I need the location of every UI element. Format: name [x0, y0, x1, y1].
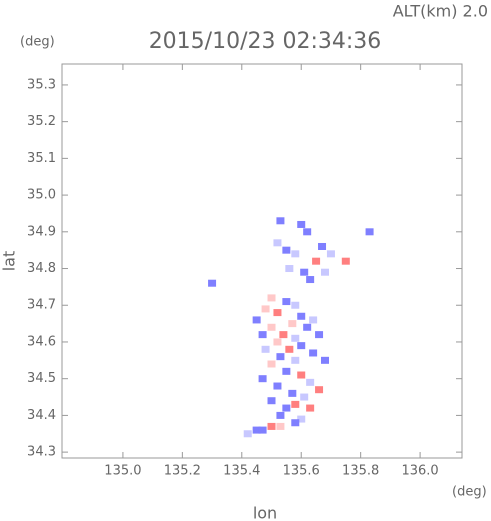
echo-cell — [291, 250, 300, 258]
y-tick-label: 34.3 — [27, 445, 56, 460]
echo-cell — [297, 415, 306, 423]
echo-cell — [321, 356, 330, 364]
echo-cell — [309, 316, 318, 324]
y-axis-label: lat — [0, 251, 19, 272]
echo-cell — [261, 305, 270, 313]
echo-cell — [258, 426, 267, 434]
echo-cell — [252, 316, 261, 324]
echo-cell — [276, 353, 285, 361]
echo-cell — [303, 228, 312, 236]
x-tick-label: 135.4 — [223, 464, 260, 479]
echo-cell — [282, 246, 291, 254]
echo-cell — [297, 342, 306, 350]
echo-cell — [273, 382, 282, 390]
echo-cell — [243, 430, 252, 438]
echo-cell — [285, 345, 294, 353]
echo-cell — [273, 239, 282, 247]
altitude-label: ALT(km) 2.0 — [393, 2, 488, 21]
echo-cell — [267, 294, 276, 302]
echo-cell — [288, 389, 297, 397]
echo-cell — [312, 257, 321, 265]
chart-title: 2015/10/23 02:34:36 — [149, 29, 382, 54]
echo-cell — [300, 393, 309, 401]
echo-cell — [309, 349, 318, 357]
echo-cell — [258, 331, 267, 339]
echo-cell — [282, 298, 291, 306]
echo-cell — [276, 217, 285, 225]
y-tick-label: 35.3 — [27, 77, 56, 92]
echo-cell — [365, 228, 374, 236]
plot-frame — [61, 63, 463, 459]
echo-cell — [315, 386, 324, 394]
echo-cell — [285, 265, 294, 273]
echo-cell — [297, 371, 306, 379]
echo-cell — [321, 268, 330, 276]
x-tick-label: 135.2 — [164, 464, 201, 479]
y-tick-label: 34.5 — [27, 371, 56, 386]
echo-cell — [291, 301, 300, 309]
y-tick-label: 34.7 — [27, 298, 56, 313]
echo-cell — [267, 422, 276, 430]
echo-cell — [273, 338, 282, 346]
y-tick-label: 35.1 — [27, 151, 56, 166]
echo-cell — [318, 242, 327, 250]
echo-cell — [291, 356, 300, 364]
echo-cell — [273, 309, 282, 317]
x-tick-label: 135.6 — [283, 464, 320, 479]
echo-cell — [258, 375, 267, 383]
echo-cell — [291, 419, 300, 427]
y-tick-label: 34.6 — [27, 334, 56, 349]
echo-cell — [261, 345, 270, 353]
echo-cell — [306, 378, 315, 386]
echo-cell — [315, 331, 324, 339]
echo-cell — [300, 268, 309, 276]
y-unit: (deg) — [20, 35, 55, 50]
x-tick-label: 136.0 — [401, 464, 438, 479]
echo-cell — [303, 323, 312, 331]
x-tick-label: 135.0 — [104, 464, 141, 479]
y-tick-label: 34.8 — [27, 261, 56, 276]
echo-cell — [267, 397, 276, 405]
x-tick-label: 135.8 — [342, 464, 379, 479]
y-tick-label: 35.2 — [27, 114, 56, 129]
echo-cell — [306, 276, 315, 284]
echo-cell — [282, 404, 291, 412]
echo-cell — [267, 360, 276, 368]
echo-cell — [252, 426, 261, 434]
y-tick-label: 34.4 — [27, 408, 56, 423]
echo-cell — [297, 220, 306, 228]
echo-cell — [297, 312, 306, 320]
echo-cell — [341, 257, 350, 265]
echo-cell — [282, 367, 291, 375]
echo-cell — [208, 279, 217, 287]
echo-cell — [288, 320, 297, 328]
echo-cell — [291, 334, 300, 342]
echo-cell — [306, 404, 315, 412]
echo-cell — [276, 422, 285, 430]
echo-cell — [291, 400, 300, 408]
y-tick-label: 34.9 — [27, 224, 56, 239]
echo-cell — [267, 323, 276, 331]
y-tick-label: 35.0 — [27, 188, 56, 203]
x-axis-label: lon — [253, 504, 277, 521]
echo-cell — [326, 250, 335, 258]
x-unit: (deg) — [452, 485, 487, 500]
echo-cell — [276, 411, 285, 419]
echo-cell — [279, 331, 288, 339]
